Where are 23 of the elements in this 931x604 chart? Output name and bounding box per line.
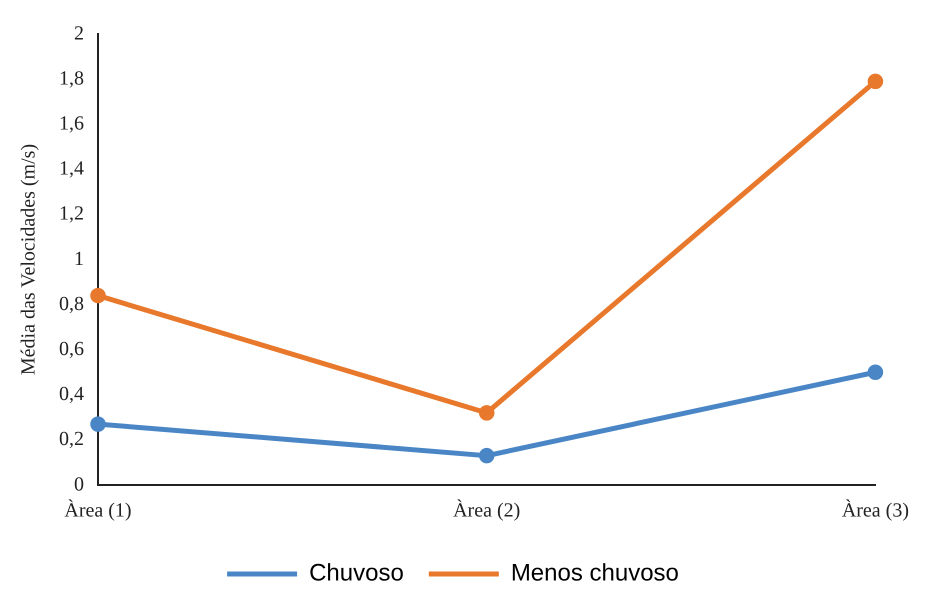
y-tick-label: 2 (74, 22, 84, 44)
point (868, 74, 884, 90)
y-tick-label: 1,6 (59, 112, 84, 134)
y-tick-label: 0,4 (59, 383, 84, 406)
y-tick-label: 0,6 (59, 338, 84, 360)
point (478, 405, 494, 421)
point (868, 364, 884, 380)
y-tick-label: 0,8 (59, 292, 84, 315)
legend-label: Chuvoso (309, 560, 404, 587)
x-tick-label: Àrea (1) (64, 498, 132, 522)
y-tick-label: 0 (74, 473, 84, 496)
y-tick-label: 0,2 (59, 428, 84, 450)
point (90, 416, 106, 432)
y-tick-label: 1,2 (59, 202, 84, 225)
point (478, 448, 494, 464)
legend-label: Menos chuvoso (510, 560, 679, 587)
x-tick-label: Àrea (2) (453, 498, 520, 522)
x-tick-label: Àrea (3) (842, 498, 910, 522)
y-axis-title: Média das Velocidades (m/s) (17, 144, 40, 376)
y-tick-label: 1,8 (59, 67, 84, 90)
y-tick-label: 1 (74, 248, 84, 270)
point (90, 288, 106, 304)
y-tick-label: 1,4 (59, 158, 84, 180)
